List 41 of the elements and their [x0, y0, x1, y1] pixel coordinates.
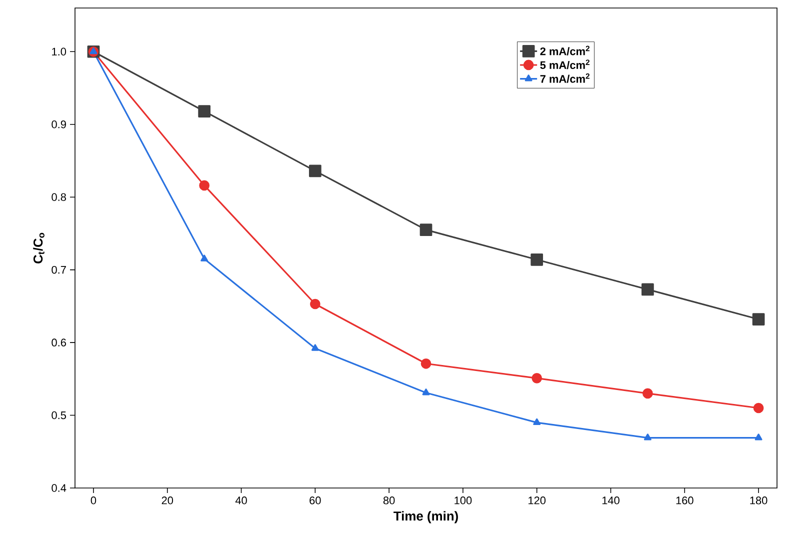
- y-tick-label: 1.0: [52, 48, 66, 56]
- x-tick-label: 40: [235, 496, 247, 504]
- y-tick-label: 0.7: [52, 266, 66, 274]
- x-tick-label: 180: [750, 496, 768, 504]
- point: [644, 434, 652, 440]
- point: [310, 298, 320, 310]
- point: [753, 402, 764, 414]
- point: [420, 358, 432, 369]
- point: [754, 434, 762, 440]
- x-tick-label: 20: [162, 496, 174, 504]
- point: [642, 388, 653, 399]
- legend-label: 7 mA/cm$^{2}$: [540, 73, 590, 83]
- x-tick-label: 60: [310, 496, 321, 504]
- point: [199, 180, 210, 191]
- y-tick-label: 0.5: [52, 411, 66, 420]
- point: [308, 164, 322, 178]
- x-tick-label: 80: [383, 496, 395, 504]
- legend-label: 2 mA/cm$^{2}$: [540, 46, 590, 56]
- point: [311, 344, 319, 351]
- y-tick-label: 0.9: [52, 120, 66, 128]
- x-tick-label: 100: [454, 496, 472, 504]
- point: [420, 224, 432, 236]
- point: [642, 283, 654, 296]
- x-tick-label: 160: [676, 496, 694, 504]
- point: [90, 47, 98, 54]
- y-tick-label: 0.8: [52, 193, 66, 201]
- point: [198, 105, 210, 118]
- point: [752, 313, 765, 326]
- y-axis-title: C$_{t}$/C$_{o}$: [33, 232, 44, 264]
- point: [533, 418, 541, 426]
- x-axis-title: Time (min): [394, 511, 458, 524]
- x-tick-label: 0: [90, 496, 96, 504]
- point: [200, 254, 208, 262]
- y-tick-label: 0.6: [52, 338, 66, 346]
- x-tick-label: 120: [528, 496, 546, 504]
- x-tick-label: 140: [602, 496, 620, 504]
- y-tick-label: 0.4: [52, 484, 66, 492]
- point: [422, 388, 430, 396]
- legend-label: 5 mA/cm$^{2}$: [540, 60, 590, 70]
- point: [530, 253, 544, 266]
- point: [532, 372, 542, 384]
